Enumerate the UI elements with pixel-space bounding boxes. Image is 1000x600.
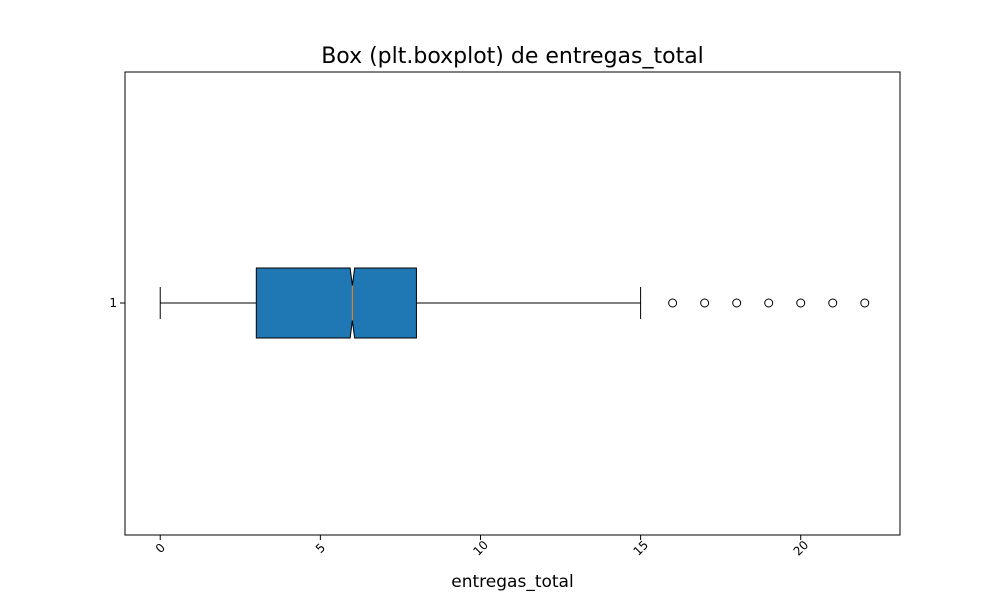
outlier-point [668,298,678,308]
x-tick-label: 15 [630,538,651,559]
outlier-point [828,298,838,308]
y-tick-label: 1 [109,296,117,310]
outlier-point [796,298,806,308]
chart-title: Box (plt.boxplot) de entregas_total [321,44,704,69]
x-tick-label: 10 [470,538,491,559]
outlier-point [860,298,870,308]
x-tick-label: 20 [791,538,812,559]
box-iqr [255,267,417,339]
x-tick-label: 0 [153,541,168,556]
plot-area: 0 5 10 15 20 1 [109,71,901,559]
outlier-point [732,298,742,308]
x-axis-label: entregas_total [451,572,573,592]
outlier-point [700,298,710,308]
outlier-point [764,298,774,308]
x-tick-label: 5 [313,541,328,556]
